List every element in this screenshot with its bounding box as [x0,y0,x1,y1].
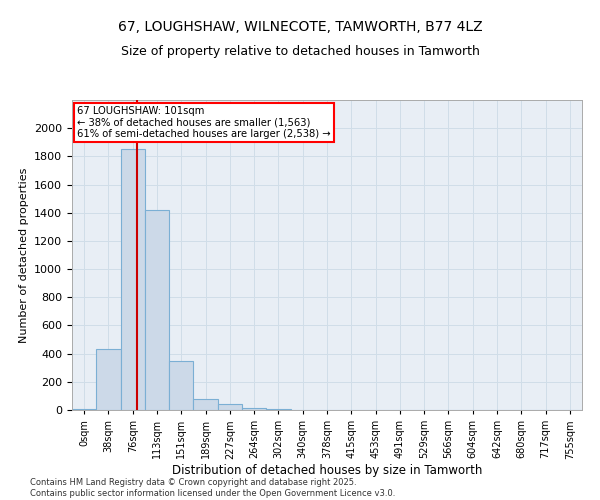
Bar [242,408,266,410]
Bar [193,398,218,410]
Bar [72,409,96,410]
Bar [121,150,145,410]
Text: Size of property relative to detached houses in Tamworth: Size of property relative to detached ho… [121,45,479,58]
Bar [218,404,242,410]
Bar [169,360,193,410]
Bar [96,350,121,410]
Text: 67, LOUGHSHAW, WILNECOTE, TAMWORTH, B77 4LZ: 67, LOUGHSHAW, WILNECOTE, TAMWORTH, B77 … [118,20,482,34]
X-axis label: Distribution of detached houses by size in Tamworth: Distribution of detached houses by size … [172,464,482,477]
Text: Contains HM Land Registry data © Crown copyright and database right 2025.
Contai: Contains HM Land Registry data © Crown c… [30,478,395,498]
Text: 67 LOUGHSHAW: 101sqm
← 38% of detached houses are smaller (1,563)
61% of semi-de: 67 LOUGHSHAW: 101sqm ← 38% of detached h… [77,106,331,140]
Y-axis label: Number of detached properties: Number of detached properties [19,168,29,342]
Bar [145,210,169,410]
